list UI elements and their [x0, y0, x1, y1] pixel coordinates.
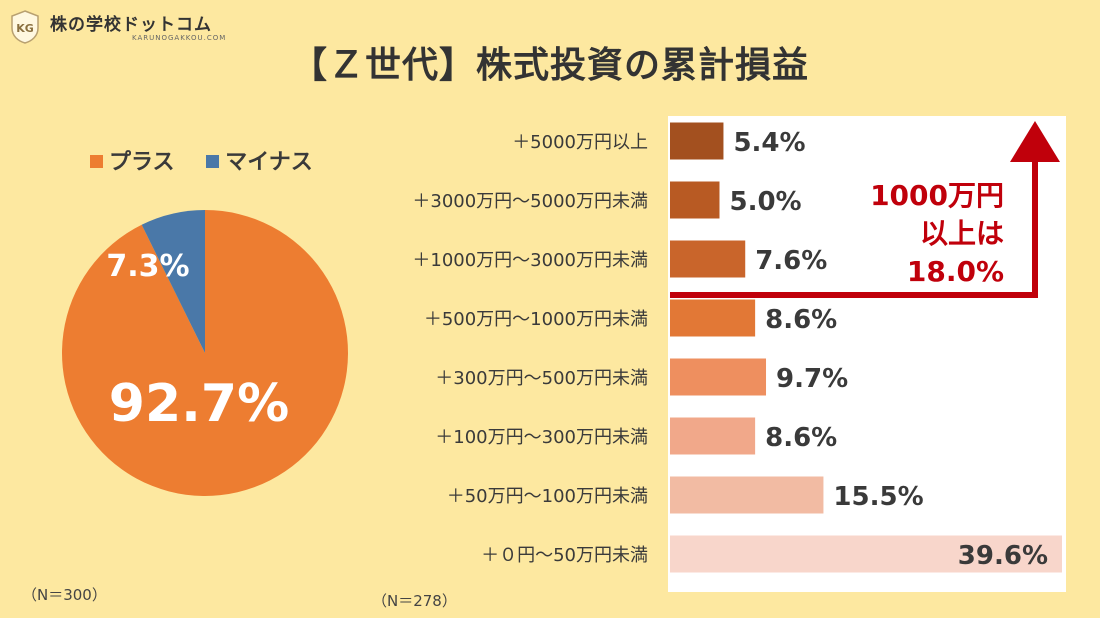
- pie-label-plus: 92.7%: [109, 374, 289, 434]
- bar-value-label-7: 39.6%: [958, 541, 1048, 571]
- brand-shield-icon: KG: [11, 10, 39, 44]
- pie-chart: 92.7% 7.3%: [60, 208, 350, 498]
- bar-value-label-1: 5.0%: [729, 187, 801, 217]
- bar-value-label-6: 15.5%: [833, 482, 923, 512]
- bar-value-label-3: 8.6%: [765, 305, 837, 335]
- bar-chart-svg: 5.4% 5.0% 7.6% 8.6% 9.7% 8.6% 15.5% 39.6%: [670, 122, 1062, 573]
- legend-label-minus: マイナス: [225, 150, 313, 175]
- bar-chart-panel: 5.4% 5.0% 7.6% 8.6% 9.7% 8.6% 15.5% 39.6%: [668, 116, 1066, 592]
- legend-label-plus: プラス: [109, 150, 175, 175]
- pie-sample-note: （N＝300）: [22, 586, 107, 604]
- pie-label-minus: 7.3%: [106, 249, 189, 284]
- brand-name: 株の学校ドットコム: [50, 15, 212, 35]
- bar-4: [670, 358, 767, 396]
- bar-category-label-5: ＋100万円～300万円未満: [435, 427, 648, 448]
- bar-category-label-7: ＋０円～50万円未満: [481, 545, 648, 566]
- bar-category-labels: ＋5000万円以上 ＋3000万円～5000万円未満 ＋1000万円～3000万円未…: [412, 132, 648, 566]
- legend-swatch-minus: [206, 155, 220, 168]
- bar-2: [670, 240, 746, 278]
- brand-badge-text: KG: [16, 22, 34, 35]
- bar-value-label-4: 9.7%: [776, 364, 848, 394]
- bar-category-label-4: ＋300万円～500万円未満: [435, 368, 648, 389]
- bar-category-label-0: ＋5000万円以上: [512, 132, 648, 153]
- pie-legend: プラス マイナス: [90, 144, 337, 176]
- legend-item-plus: プラス: [90, 144, 175, 176]
- bar-value-label-0: 5.4%: [733, 128, 805, 158]
- bar-sample-note: （N＝278）: [372, 592, 457, 610]
- pie-chart-svg: 92.7% 7.3%: [61, 210, 349, 496]
- bar-category-label-3: ＋500万円～1000万円未満: [424, 309, 648, 330]
- bar-value-label-2: 7.6%: [755, 246, 827, 276]
- bar-value-label-5: 8.6%: [765, 423, 837, 453]
- brand-url: KARUNOGAKKOU.COM: [132, 34, 227, 42]
- page-title: 【Ｚ世代】株式投資の累計損益: [290, 45, 809, 86]
- bar-1: [670, 181, 720, 219]
- brand-logo: KG 株の学校ドットコム KARUNOGAKKOU.COM: [10, 8, 240, 48]
- bar-5: [670, 417, 756, 455]
- bar-7: [670, 535, 1062, 573]
- pie-slice-minus: [141, 210, 205, 353]
- legend-item-minus: マイナス: [206, 144, 313, 176]
- bar-category-label-1: ＋3000万円～5000万円未満: [412, 191, 648, 212]
- bar-0: [670, 122, 724, 160]
- bar-6: [670, 476, 824, 514]
- bar-category-label-6: ＋50万円～100万円未満: [447, 486, 648, 507]
- legend-swatch-plus: [90, 155, 103, 168]
- bar-category-label-2: ＋1000万円～3000万円未満: [412, 250, 648, 271]
- bar-3: [670, 299, 756, 337]
